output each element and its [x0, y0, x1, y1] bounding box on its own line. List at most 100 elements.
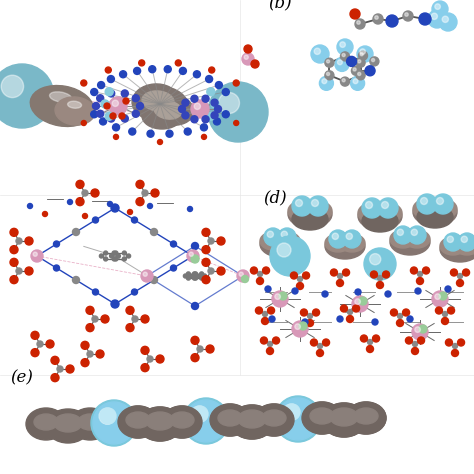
Circle shape: [100, 118, 107, 125]
Circle shape: [350, 9, 360, 19]
Circle shape: [101, 315, 109, 323]
Circle shape: [191, 274, 195, 278]
Circle shape: [239, 273, 246, 280]
Circle shape: [446, 339, 453, 346]
Circle shape: [318, 344, 322, 348]
Circle shape: [127, 254, 131, 258]
Circle shape: [411, 347, 419, 355]
Circle shape: [314, 48, 320, 55]
Circle shape: [92, 316, 98, 322]
Circle shape: [111, 300, 119, 308]
Circle shape: [441, 318, 448, 325]
Circle shape: [97, 95, 104, 102]
Ellipse shape: [390, 229, 430, 255]
Circle shape: [202, 276, 210, 283]
Circle shape: [123, 98, 129, 104]
Circle shape: [25, 237, 33, 245]
Circle shape: [104, 103, 110, 109]
Circle shape: [263, 267, 270, 274]
Circle shape: [100, 410, 115, 424]
Ellipse shape: [330, 408, 358, 426]
Circle shape: [269, 316, 275, 322]
Ellipse shape: [304, 201, 332, 221]
Circle shape: [194, 103, 201, 109]
Circle shape: [239, 272, 243, 276]
Circle shape: [54, 265, 60, 271]
Circle shape: [136, 198, 144, 206]
Circle shape: [358, 51, 367, 60]
Circle shape: [292, 288, 298, 294]
Circle shape: [351, 66, 360, 75]
Circle shape: [202, 258, 210, 266]
Circle shape: [37, 341, 43, 347]
Circle shape: [322, 79, 327, 83]
Circle shape: [337, 60, 342, 65]
Ellipse shape: [346, 402, 386, 434]
Ellipse shape: [262, 410, 286, 426]
Ellipse shape: [138, 407, 182, 441]
Circle shape: [76, 180, 84, 188]
Circle shape: [376, 282, 383, 289]
Circle shape: [16, 268, 22, 274]
Circle shape: [302, 272, 310, 279]
Circle shape: [378, 198, 398, 218]
Circle shape: [111, 204, 119, 212]
Circle shape: [244, 45, 252, 53]
Circle shape: [453, 344, 457, 348]
Circle shape: [134, 67, 141, 74]
Circle shape: [112, 100, 118, 107]
Ellipse shape: [162, 406, 202, 438]
Circle shape: [237, 270, 249, 282]
Circle shape: [340, 52, 349, 61]
Circle shape: [319, 76, 333, 91]
Circle shape: [241, 275, 248, 283]
Ellipse shape: [218, 410, 242, 426]
Ellipse shape: [50, 92, 72, 102]
Circle shape: [215, 106, 221, 112]
Ellipse shape: [170, 412, 194, 428]
Circle shape: [122, 257, 127, 261]
Circle shape: [126, 306, 134, 314]
Circle shape: [295, 200, 302, 207]
Circle shape: [108, 115, 115, 122]
Circle shape: [187, 250, 199, 262]
Circle shape: [131, 289, 137, 295]
Circle shape: [147, 356, 153, 362]
Circle shape: [284, 405, 299, 420]
Ellipse shape: [162, 406, 202, 438]
Circle shape: [182, 112, 189, 119]
Ellipse shape: [170, 412, 194, 428]
Circle shape: [192, 406, 208, 422]
Circle shape: [267, 341, 273, 346]
Circle shape: [108, 201, 112, 207]
Circle shape: [284, 404, 300, 420]
Ellipse shape: [118, 406, 158, 438]
Circle shape: [201, 124, 208, 131]
Circle shape: [91, 400, 137, 446]
Circle shape: [179, 106, 185, 112]
Circle shape: [298, 276, 302, 282]
Ellipse shape: [440, 236, 474, 262]
Ellipse shape: [292, 208, 328, 230]
Circle shape: [439, 13, 457, 31]
Circle shape: [112, 257, 116, 261]
Circle shape: [340, 42, 346, 47]
Ellipse shape: [358, 202, 402, 230]
Circle shape: [202, 228, 210, 237]
Circle shape: [382, 201, 389, 209]
Circle shape: [193, 71, 201, 78]
Ellipse shape: [68, 101, 82, 108]
Circle shape: [337, 39, 353, 55]
Circle shape: [311, 200, 319, 207]
Circle shape: [139, 60, 145, 66]
Circle shape: [292, 196, 312, 216]
Circle shape: [325, 58, 334, 67]
Circle shape: [112, 124, 119, 131]
Circle shape: [141, 315, 149, 323]
Circle shape: [207, 112, 215, 120]
Circle shape: [415, 327, 420, 332]
Circle shape: [222, 89, 229, 96]
Circle shape: [112, 251, 116, 255]
Ellipse shape: [26, 408, 66, 440]
Circle shape: [275, 294, 281, 300]
